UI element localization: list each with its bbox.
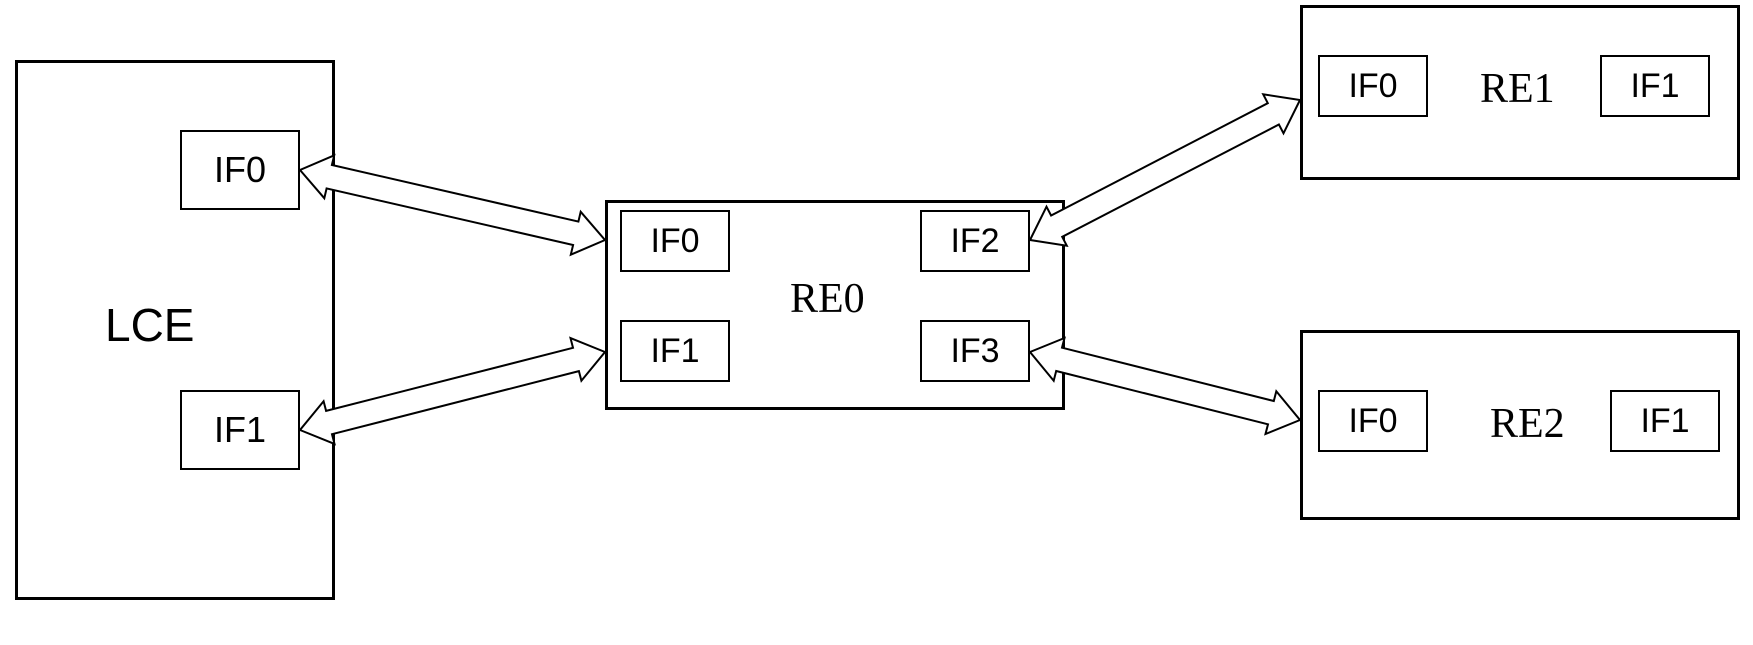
re1-port-if1: IF1	[1600, 55, 1710, 117]
re1-port-if0-label: IF0	[1348, 67, 1397, 106]
re0-port-if0-label: IF0	[650, 222, 699, 261]
lce-port-if0-label: IF0	[214, 149, 266, 191]
re0-port-if3: IF3	[920, 320, 1030, 382]
lce-port-if1: IF1	[180, 390, 300, 470]
re0-port-if1: IF1	[620, 320, 730, 382]
diagram-canvas: LCE IF0 IF1 RE0 IF0 IF1 IF2 IF3 RE1 IF0 …	[0, 0, 1753, 645]
double-arrow-0	[300, 155, 605, 254]
re0-port-if3-label: IF3	[950, 332, 999, 371]
node-re1-label: RE1	[1480, 65, 1555, 113]
node-lce-label: LCE	[105, 298, 194, 352]
re1-port-if1-label: IF1	[1630, 67, 1679, 106]
re2-port-if0: IF0	[1318, 390, 1428, 452]
re0-port-if2: IF2	[920, 210, 1030, 272]
re2-port-if1: IF1	[1610, 390, 1720, 452]
re2-port-if0-label: IF0	[1348, 402, 1397, 441]
double-arrow-2	[1030, 94, 1300, 245]
re0-port-if2-label: IF2	[950, 222, 999, 261]
re0-port-if1-label: IF1	[650, 332, 699, 371]
re2-port-if1-label: IF1	[1640, 402, 1689, 441]
double-arrow-3	[1030, 338, 1300, 434]
double-arrow-1	[300, 338, 605, 444]
re0-port-if0: IF0	[620, 210, 730, 272]
re1-port-if0: IF0	[1318, 55, 1428, 117]
node-re0-label: RE0	[790, 275, 865, 323]
lce-port-if0: IF0	[180, 130, 300, 210]
node-re2-label: RE2	[1490, 400, 1565, 448]
lce-port-if1-label: IF1	[214, 409, 266, 451]
